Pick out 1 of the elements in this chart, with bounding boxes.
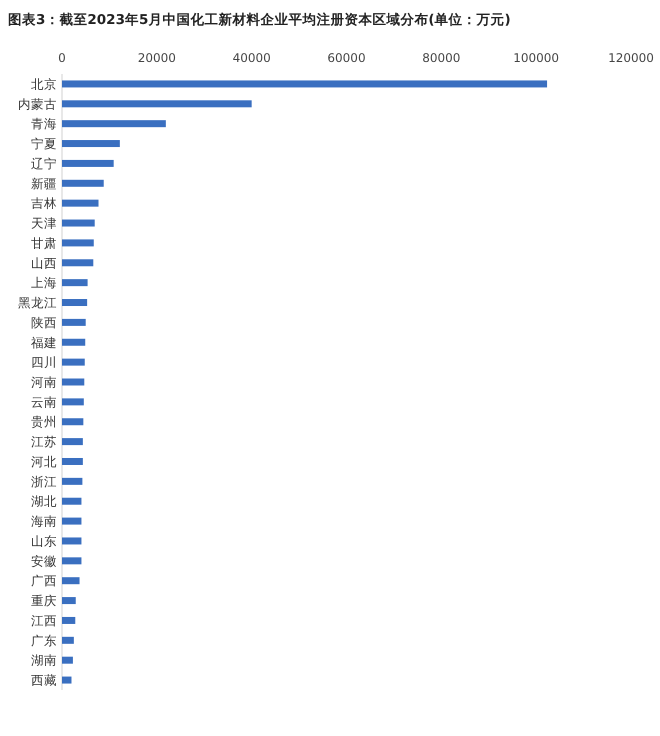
title: 图表3：截至2023年5月中国化工新材料企业平均注册资本区域分布(单位：万元) xyxy=(8,12,511,28)
